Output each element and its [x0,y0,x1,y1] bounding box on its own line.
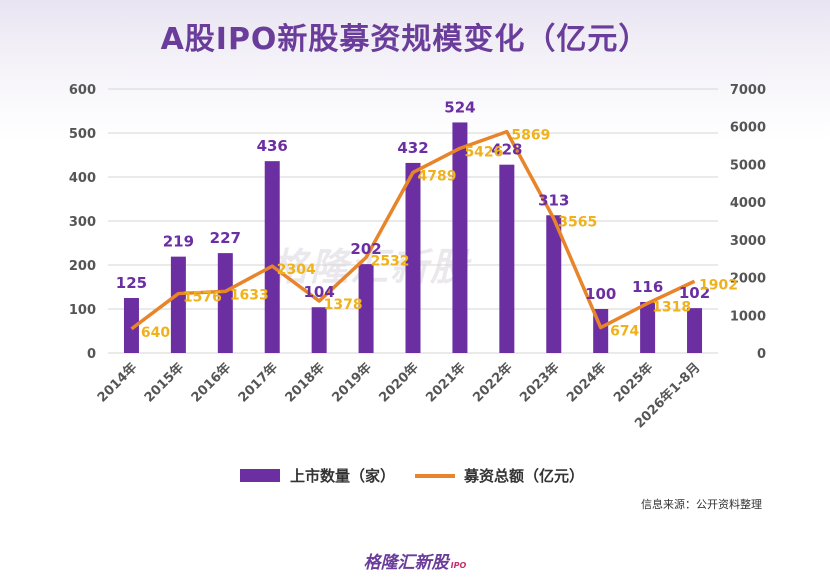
brand-sub: IPO [450,561,467,570]
chart-title: A股IPO新股募资规模变化（亿元） [160,22,650,57]
bar-data-labels: 125 219 227 436 104 202 432 524 428 313 100 116 102 [116,98,710,303]
bar [311,307,327,353]
bar-series [123,122,703,353]
line-value-label: 1902 [699,277,738,293]
left-tick-label: 400 [69,171,96,186]
right-tick-label: 2000 [730,272,766,287]
line-value-label: 2532 [371,254,410,270]
category-label: 2019年 [329,360,375,406]
line-value-label: 1576 [183,290,222,306]
left-tick-label: 300 [69,215,96,230]
category-labels: 2014年 2015年 2016年 2017年 2018年 2019年 2020年 2021年… [94,360,703,432]
line-value-label: 1633 [230,287,269,303]
category-label: 2015年 [141,360,187,406]
bar-value-label: 116 [632,278,663,296]
bar-value-label: 125 [116,274,147,292]
bar-value-label: 219 [163,233,194,251]
bar-value-label: 428 [491,141,522,159]
legend: 上市数量（家） 募资总额（亿元） [240,467,584,485]
line-value-label: 1378 [324,297,363,313]
line-value-label: 4789 [418,168,457,184]
line-value-label: 5869 [511,128,550,144]
line-value-label: 1318 [652,299,691,315]
bar [687,308,703,353]
right-tick-label: 0 [757,347,766,362]
brand-name: 格隆汇新股 [363,553,449,573]
category-label: 2022年 [470,360,516,406]
left-tick-label: 600 [69,83,96,98]
bar [264,161,280,353]
legend-bar-label: 上市数量（家） [290,467,395,485]
right-tick-label: 3000 [730,234,766,249]
category-label: 2021年 [423,360,469,406]
line-series [130,129,696,331]
bar [123,298,139,353]
bar [499,164,515,353]
category-label: 2025年 [610,360,656,406]
bar [452,122,468,353]
category-label: 2024年 [563,360,609,406]
bar-value-label: 227 [210,229,241,247]
category-label: 2023年 [517,360,563,406]
bar-value-label: 432 [397,139,428,157]
right-tick-label: 6000 [730,121,766,136]
bar [546,215,562,353]
line-value-label: 2304 [277,262,316,278]
source-note: 信息来源：公开资料整理 [641,498,762,511]
line-data-labels: 640 1576 1633 2304 1378 2532 4789 5426 5869 3565 6… [141,128,738,341]
right-tick-label: 1000 [730,309,766,324]
left-axis-ticks: 0 100 200 300 400 500 600 [69,83,96,362]
category-label: 2020年 [376,360,422,406]
left-tick-label: 500 [69,127,96,142]
bar [358,264,374,353]
left-tick-label: 100 [69,303,96,318]
bar-value-label: 436 [257,137,288,155]
legend-line-label: 募资总额（亿元） [463,467,584,485]
bar [217,253,233,353]
bar-value-label: 104 [303,283,334,301]
left-tick-label: 200 [69,259,96,274]
line-value-label: 3565 [558,215,597,231]
bar-value-label: 100 [585,285,616,303]
left-tick-label: 0 [87,347,96,362]
category-label: 2016年 [188,360,234,406]
line-value-label: 5426 [464,144,503,160]
legend-bar-swatch [240,469,280,482]
right-tick-label: 7000 [730,83,766,98]
bar-value-label: 524 [444,98,475,116]
bar-value-label: 202 [350,240,381,258]
line-value-label: 640 [141,325,170,341]
category-label: 2018年 [282,360,328,406]
right-tick-label: 4000 [730,196,766,211]
bar-value-label: 313 [538,191,569,209]
bar [640,301,656,353]
line-value-label: 674 [610,324,639,340]
bar [170,256,186,353]
right-axis-ticks: 0 1000 2000 3000 4000 5000 6000 7000 [730,83,766,362]
brand-logo: 格隆汇新股 IPO [0,548,830,573]
right-tick-label: 5000 [730,158,766,173]
bar [405,162,421,353]
category-label: 2014年 [94,360,140,406]
bar-value-label: 102 [679,284,710,302]
category-label: 2017年 [235,360,281,406]
